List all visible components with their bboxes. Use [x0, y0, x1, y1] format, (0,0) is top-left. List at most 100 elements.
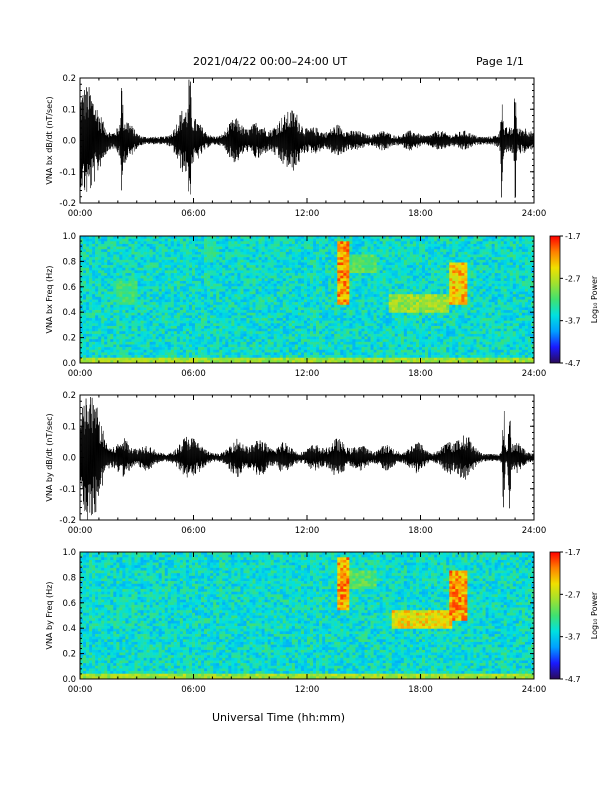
heatmap-cell	[95, 291, 99, 295]
heatmap-cell	[340, 254, 344, 258]
heatmap-cell	[164, 331, 169, 335]
heatmap-cell	[358, 286, 362, 290]
heatmap-cell	[237, 315, 241, 319]
heatmap-cell	[337, 333, 341, 337]
heatmap-cell	[113, 273, 117, 276]
heatmap-cell	[101, 294, 105, 298]
heatmap-cell	[240, 320, 244, 324]
heatmap-cell	[252, 325, 256, 329]
heatmap-cell	[291, 262, 296, 266]
heatmap-cell	[267, 333, 271, 337]
heatmap-cell	[101, 307, 105, 311]
heatmap-cell	[176, 265, 181, 269]
heatmap-cell	[122, 341, 126, 345]
heatmap-cell	[264, 246, 268, 250]
heatmap-cell	[373, 249, 377, 253]
heatmap-cell	[343, 262, 347, 266]
heatmap-cell	[328, 273, 332, 276]
heatmap-cell	[119, 246, 123, 250]
heatmap-cell	[379, 331, 383, 335]
heatmap-cell	[161, 336, 166, 340]
heatmap-cell	[110, 312, 114, 316]
heatmap-cell	[182, 283, 187, 287]
heatmap-cell	[382, 241, 386, 245]
heatmap-cell	[303, 270, 308, 274]
heatmap-cell	[310, 259, 314, 263]
heatmap-cell	[225, 238, 229, 242]
heatmap-cell	[137, 328, 141, 332]
heatmap-cell	[134, 296, 138, 300]
heatmap-cell	[379, 267, 383, 271]
heatmap-cell	[98, 333, 102, 337]
heatmap-cell	[240, 302, 244, 306]
heatmap-cell	[300, 241, 305, 245]
heatmap-cell	[270, 267, 275, 271]
heatmap-cell	[303, 296, 308, 300]
heatmap-cell	[337, 241, 341, 245]
heatmap-cell	[319, 249, 323, 253]
heatmap-cell	[198, 357, 202, 361]
heatmap-cell	[137, 357, 141, 361]
heatmap-cell	[98, 236, 102, 239]
heatmap-cell	[282, 267, 287, 271]
heatmap-cell	[297, 352, 302, 356]
heatmap-cell	[204, 286, 208, 290]
heatmap-cell	[300, 307, 305, 311]
heatmap-cell	[213, 304, 217, 308]
heatmap-cell	[179, 323, 184, 327]
heatmap-cell	[204, 312, 208, 316]
heatmap-cell	[185, 352, 190, 356]
heatmap-cell	[80, 262, 84, 266]
heatmap-cell	[282, 299, 287, 303]
heatmap-cell	[110, 296, 114, 300]
heatmap-cell	[258, 283, 262, 287]
heatmap-cell	[310, 283, 314, 287]
heatmap-cell	[207, 318, 211, 321]
heatmap-cell	[128, 315, 132, 319]
heatmap-cell	[140, 286, 144, 290]
heatmap-cell	[125, 344, 129, 348]
heatmap-cell	[355, 241, 359, 245]
heatmap-cell	[213, 270, 217, 274]
heatmap-cell	[364, 360, 368, 364]
heatmap-cell	[300, 336, 305, 340]
heatmap-cell	[140, 315, 144, 319]
heatmap-cell	[376, 325, 380, 329]
heatmap-cell	[225, 246, 229, 250]
heatmap-cell	[216, 288, 220, 292]
heatmap-cell	[195, 323, 199, 327]
heatmap-cell	[167, 294, 172, 298]
heatmap-cell	[95, 238, 99, 242]
heatmap-cell	[104, 304, 108, 308]
heatmap-cell	[228, 304, 232, 308]
heatmap-cell	[80, 349, 84, 353]
heatmap-cell	[146, 323, 150, 327]
heatmap-cell	[270, 339, 275, 343]
heatmap-cell	[246, 275, 250, 279]
heatmap-cell	[158, 267, 163, 271]
heatmap-cell	[370, 318, 374, 321]
heatmap-cell	[367, 302, 371, 306]
heatmap-cell	[131, 336, 135, 340]
heatmap-cell	[316, 246, 320, 250]
heatmap-cell	[340, 280, 344, 284]
heatmap-cell	[334, 270, 338, 274]
heatmap-cell	[249, 296, 253, 300]
heatmap-cell	[346, 249, 350, 253]
heatmap-cell	[152, 270, 156, 274]
heatmap-cell	[143, 299, 147, 303]
heatmap-cell	[125, 302, 129, 306]
heatmap-cell	[370, 360, 374, 364]
heatmap-cell	[231, 339, 235, 343]
heatmap-cell	[316, 267, 320, 271]
heatmap-cell	[201, 360, 205, 364]
heatmap-cell	[195, 318, 199, 321]
heatmap-cell	[146, 236, 150, 239]
heatmap-cell	[310, 286, 314, 290]
heatmap-cell	[204, 294, 208, 298]
heatmap-cell	[122, 283, 126, 287]
heatmap-cell	[279, 341, 284, 345]
heatmap-cell	[104, 341, 108, 345]
heatmap-cell	[110, 275, 114, 279]
heatmap-cell	[364, 238, 368, 242]
